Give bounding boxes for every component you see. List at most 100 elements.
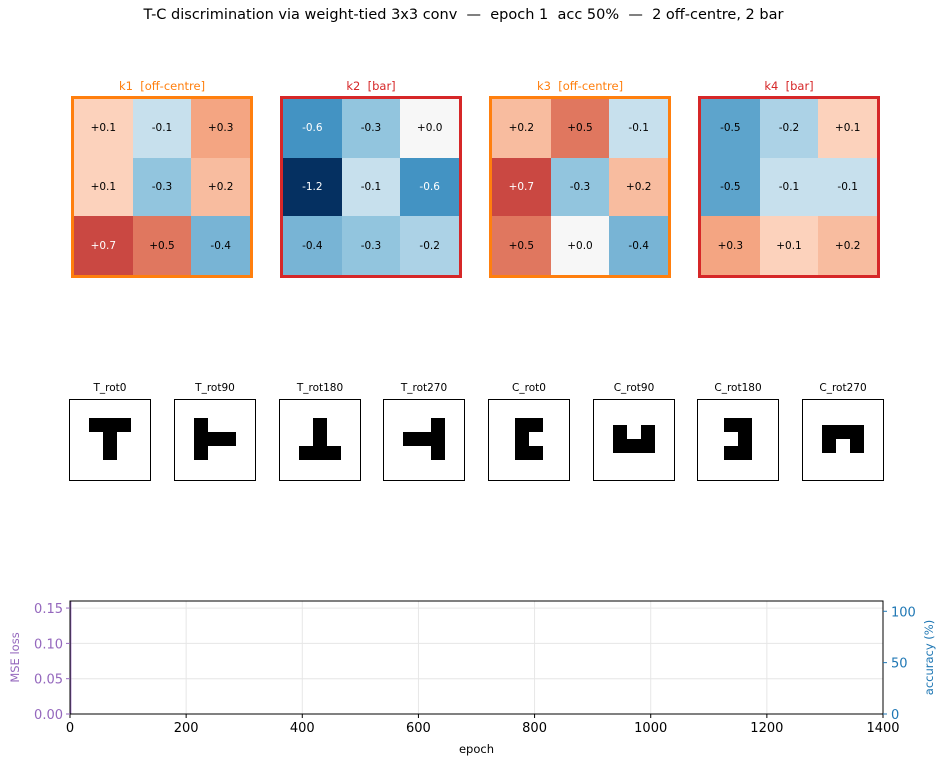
- kernel-cell: +0.1: [74, 157, 133, 217]
- kernel-cell: -0.2: [400, 216, 459, 275]
- kernel-cell: +0.5: [132, 216, 192, 275]
- kernel-cell: +0.7: [74, 216, 133, 275]
- kernel-cell: -0.6: [400, 157, 459, 217]
- kernel-heatmap: +0.2 +0.5 -0.1 +0.7 -0.3 +0.2 +0.5 +0.0 -0.4: [489, 96, 671, 278]
- figure-title: T-C discrimination via weight-tied 3x3 c…: [143, 7, 784, 23]
- glyph-title: C_rot180: [714, 382, 762, 394]
- kernel-cell: -0.3: [550, 157, 610, 217]
- y-left-tick-label: 0.15: [34, 602, 63, 617]
- glyph-title: T_rot90: [195, 382, 235, 394]
- kernel-cell: -0.3: [341, 99, 401, 158]
- kernel-heatmap: -0.5 -0.2 +0.1 -0.5 -0.1 -0.1 +0.3 +0.1 +0.2: [698, 96, 880, 278]
- y-left-tick-label: 0.10: [34, 637, 63, 652]
- kernel-cell: +0.0: [400, 99, 459, 158]
- x-tick-label: 200: [174, 721, 199, 736]
- kernel-cell: +0.1: [74, 99, 133, 158]
- glyph-title: T_rot0: [93, 382, 127, 394]
- kernel-cell: +0.0: [550, 216, 610, 275]
- kernel-cell: -0.3: [341, 216, 401, 275]
- glyph-pixel: [103, 418, 117, 432]
- glyph-pixel: [738, 432, 752, 446]
- kernel-cell: -0.1: [132, 99, 192, 158]
- kernel-heatmap: +0.1 -0.1 +0.3 +0.1 -0.3 +0.2 +0.7 +0.5 -0.4: [71, 96, 253, 278]
- glyph-pixel: [208, 432, 222, 446]
- glyph-pixel: [850, 425, 864, 439]
- kernel-title: k1 [off-centre]: [118, 79, 206, 93]
- kernel-title: k4 [bar]: [764, 79, 814, 93]
- x-tick-label: 800: [522, 721, 547, 736]
- kernel-cell: +0.3: [191, 99, 250, 158]
- kernel-cell: -0.1: [609, 99, 668, 158]
- glyph-title: T_rot270: [400, 382, 448, 394]
- x-tick-label: 1200: [750, 721, 783, 736]
- glyph-title: C_rot0: [512, 382, 546, 394]
- kernel-heatmap: -0.6 -0.3 +0.0 -1.2 -0.1 -0.6 -0.4 -0.3 -0.2: [280, 96, 462, 278]
- plot-frame: [69, 600, 884, 715]
- kernel-cell: -0.1: [759, 157, 819, 217]
- glyph-pixel: [89, 418, 103, 432]
- kernel-cell: +0.2: [818, 216, 877, 275]
- glyph-pixel: [738, 418, 752, 432]
- glyph-pixel: [515, 432, 529, 446]
- glyph-pixel: [222, 432, 236, 446]
- glyph-pixel: [738, 446, 752, 460]
- glyph-pixel: [417, 432, 431, 446]
- kernel-cell: -0.5: [701, 157, 760, 217]
- kernel-cell: -0.1: [341, 157, 401, 217]
- glyph-pixel: [836, 425, 850, 439]
- glyph-title: T_rot180: [296, 382, 344, 394]
- glyph-pixel: [529, 418, 543, 432]
- glyph-pixel: [529, 446, 543, 460]
- glyph-pixel: [299, 446, 313, 460]
- kernel-cell: +0.7: [492, 157, 551, 217]
- glyph-pixel: [641, 425, 655, 439]
- kernel-cell: +0.1: [818, 99, 877, 158]
- kernel-cell: +0.5: [492, 216, 551, 275]
- glyph-pixel: [431, 432, 445, 446]
- x-tick-label: 600: [406, 721, 431, 736]
- kernel-cell: +0.2: [492, 99, 551, 158]
- x-tick-label: 1400: [866, 721, 899, 736]
- y-right-tick-label: 100: [891, 605, 916, 620]
- glyph-title: C_rot270: [819, 382, 867, 394]
- glyph-image: [697, 399, 779, 481]
- glyph-pixel: [613, 439, 627, 453]
- glyph-pixel: [822, 439, 836, 453]
- glyph-pixel: [850, 439, 864, 453]
- glyph-pixel: [515, 446, 529, 460]
- kernel-cell: -0.3: [132, 157, 192, 217]
- glyph-pixel: [515, 418, 529, 432]
- y-right-tick-label: 0: [891, 708, 899, 723]
- x-axis-label: epoch: [459, 742, 494, 756]
- glyph-pixel: [641, 439, 655, 453]
- kernel-cell: +0.5: [550, 99, 610, 158]
- glyph-image: [593, 399, 675, 481]
- y-right-axis-label: accuracy (%): [922, 620, 936, 695]
- glyph-image: [279, 399, 361, 481]
- glyph-pixel: [194, 418, 208, 432]
- x-tick-label: 0: [66, 721, 74, 736]
- kernel-cell: -0.4: [609, 216, 668, 275]
- glyph-pixel: [117, 418, 131, 432]
- glyph-image: [802, 399, 884, 481]
- kernel-cell: +0.1: [759, 216, 819, 275]
- y-right-tick-label: 50: [891, 657, 908, 672]
- glyph-pixel: [313, 432, 327, 446]
- glyph-pixel: [313, 446, 327, 460]
- glyph-pixel: [431, 446, 445, 460]
- kernel-cell: -0.1: [818, 157, 877, 217]
- glyph-pixel: [194, 446, 208, 460]
- kernel-cell: +0.2: [609, 157, 668, 217]
- glyph-pixel: [403, 432, 417, 446]
- glyph-pixel: [313, 418, 327, 432]
- glyph-image: [383, 399, 465, 481]
- kernel-title: k2 [bar]: [346, 79, 396, 93]
- kernel-title: k3 [off-centre]: [536, 79, 624, 93]
- glyph-title: C_rot90: [613, 382, 655, 394]
- glyph-image: [174, 399, 256, 481]
- y-left-axis-label: MSE loss: [8, 632, 22, 682]
- glyph-pixel: [724, 418, 738, 432]
- glyph-pixel: [103, 446, 117, 460]
- glyph-pixel: [431, 418, 445, 432]
- x-tick-label: 1000: [634, 721, 667, 736]
